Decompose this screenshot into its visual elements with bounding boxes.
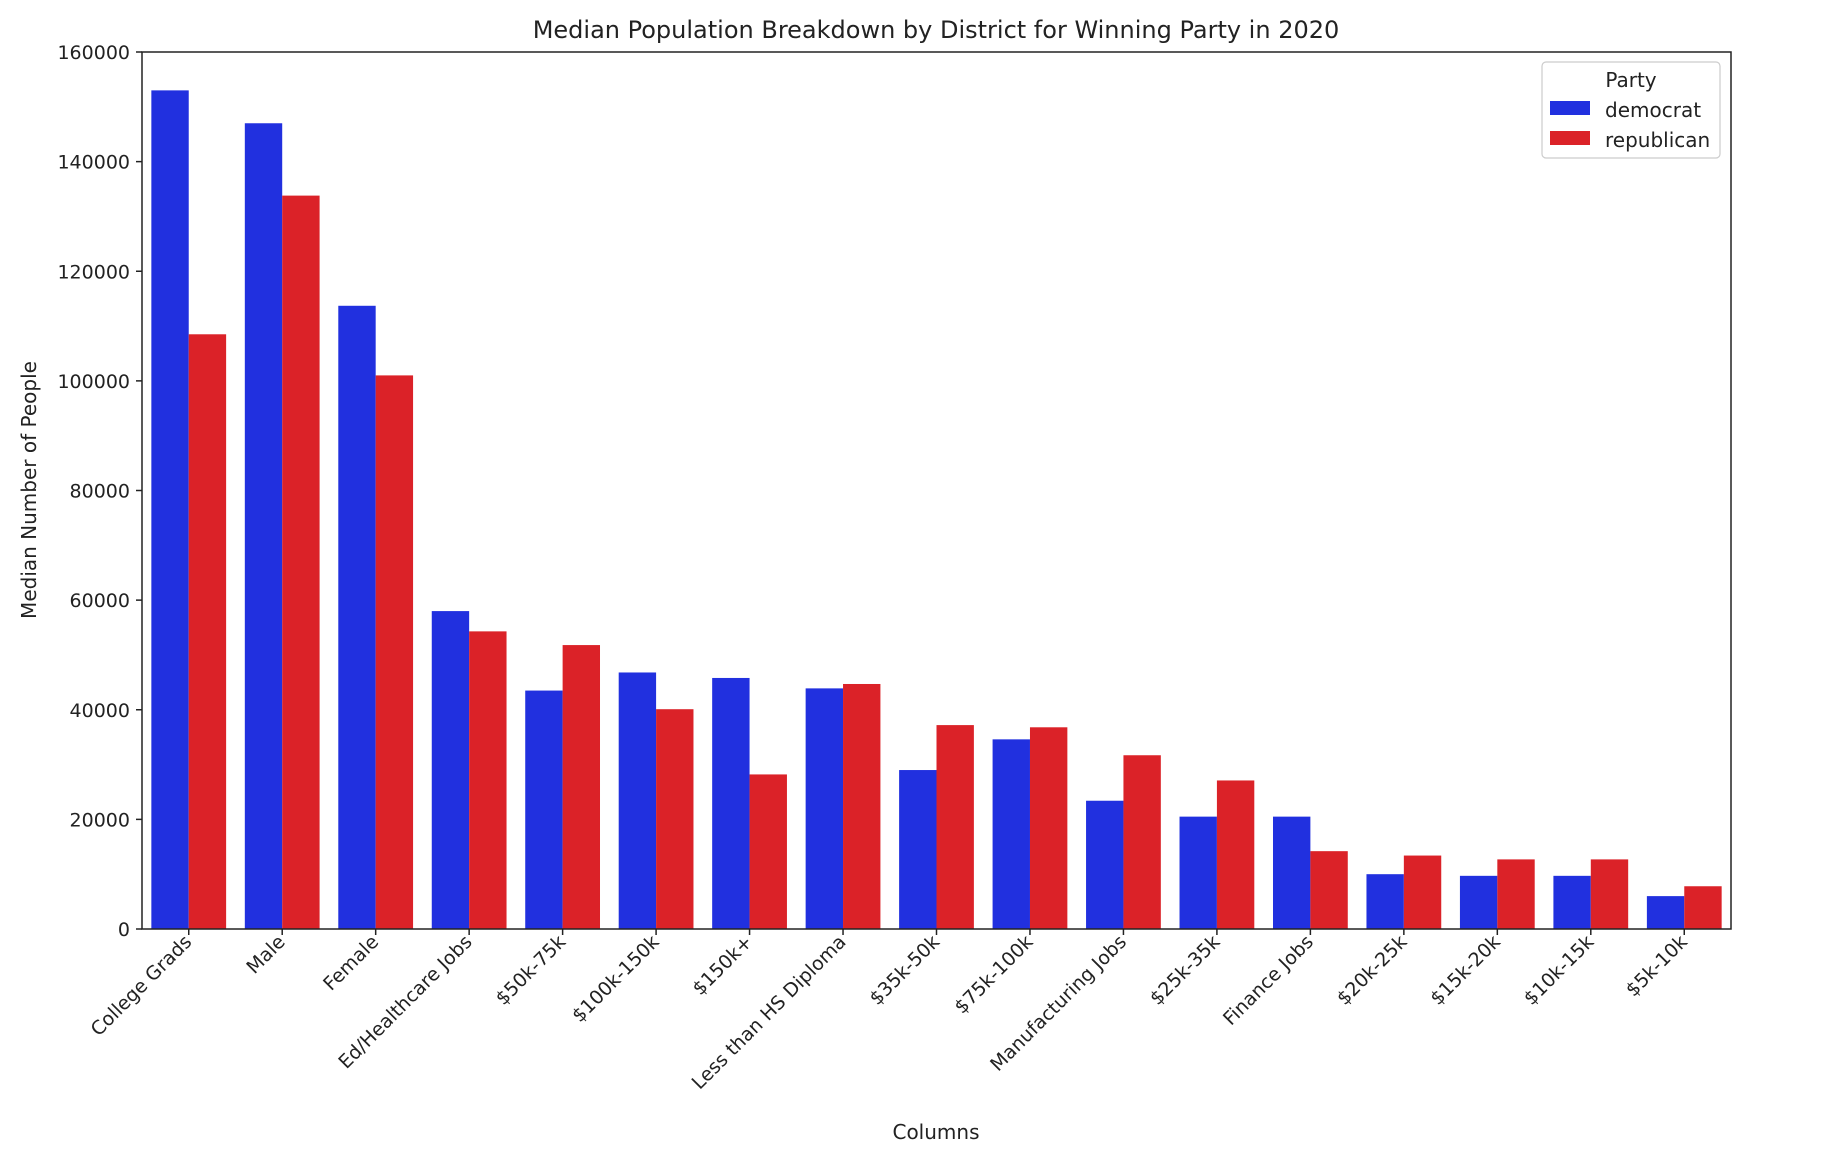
bar-republican [936, 725, 974, 929]
bar-democrat [618, 672, 657, 929]
x-tick-label: Female [319, 931, 383, 995]
bar-republican [1123, 755, 1161, 929]
bar-republican [1310, 851, 1348, 929]
bar-republican [375, 375, 414, 929]
x-tick-label: $50k-75k [491, 931, 570, 1010]
y-tick-label: 80000 [70, 481, 130, 503]
plot-frame [141, 51, 1732, 930]
bar-democrat [1459, 875, 1498, 929]
x-tick-label: $75k-100k [950, 931, 1037, 1018]
bar-republican [1403, 855, 1442, 929]
bar-democrat [525, 690, 563, 929]
y-tick-label: 140000 [57, 152, 130, 174]
bar-republican [843, 683, 881, 929]
legend-label-republican: republican [1605, 128, 1710, 152]
y-tick-label: 0 [118, 919, 130, 941]
bar-republican [1216, 780, 1255, 929]
x-tick-label: $25k-35k [1146, 931, 1225, 1010]
legend-title: Party [1605, 68, 1656, 92]
x-axis-label: Columns [892, 1120, 979, 1144]
bar-republican [188, 334, 227, 929]
x-tick-label: Male [242, 931, 289, 978]
x-tick-label: $35k-50k [865, 931, 944, 1010]
bar-republican [749, 774, 787, 929]
bar-democrat [1086, 800, 1124, 929]
x-tick-label: $10k-15k [1520, 931, 1599, 1010]
legend-label-democrat: democrat [1605, 98, 1701, 122]
y-tick-label: 60000 [70, 590, 130, 612]
legend-swatch-democrat [1550, 101, 1590, 115]
y-tick-label: 40000 [70, 700, 130, 722]
bar-democrat [151, 90, 189, 929]
bar-democrat [244, 123, 283, 930]
bar-republican [469, 631, 507, 929]
x-tick-label: College Grads [87, 931, 197, 1041]
bar-republican [1497, 859, 1535, 929]
x-tick-label: Less than HS Diploma [688, 931, 851, 1094]
bar-republican [1029, 727, 1068, 929]
x-tick-label: $20k-25k [1333, 931, 1412, 1010]
bar-democrat [1272, 816, 1311, 929]
y-tick-label: 100000 [57, 371, 130, 393]
bar-democrat [712, 677, 750, 929]
bar-democrat [899, 770, 937, 929]
bar-democrat [805, 688, 844, 929]
y-axis-label: Median Number of People [17, 361, 41, 619]
x-tick-label: $100k-150k [568, 931, 664, 1027]
x-tick-label: $5k-10k [1622, 931, 1692, 1001]
y-tick-label: 20000 [70, 809, 130, 831]
x-tick-label: $15k-20k [1426, 931, 1505, 1010]
bar-republican [1684, 886, 1722, 929]
chart-title: Median Population Breakdown by District … [533, 16, 1340, 44]
bar-republican [656, 709, 694, 929]
bars [151, 90, 1722, 930]
bar-republican [1590, 859, 1629, 929]
bar-democrat [431, 611, 470, 929]
y-tick-label: 160000 [57, 42, 130, 64]
legend-swatch-republican [1550, 131, 1590, 145]
bar-democrat [1646, 896, 1685, 929]
bar-republican [282, 195, 320, 929]
x-tick-label: Finance Jobs [1219, 931, 1318, 1030]
bar-democrat [992, 739, 1030, 929]
bar-republican [562, 645, 601, 929]
bar-democrat [338, 305, 376, 929]
y-axis: 0 20000 40000 60000 80000 100000 120000 140000 1… [57, 42, 142, 941]
bar-democrat [1179, 816, 1217, 929]
bar-democrat [1553, 875, 1591, 929]
x-tick-label: $150k+ [688, 931, 757, 1000]
legend: Party democrat republican [1541, 61, 1721, 159]
y-tick-label: 120000 [57, 261, 130, 283]
bar-democrat [1366, 874, 1404, 929]
